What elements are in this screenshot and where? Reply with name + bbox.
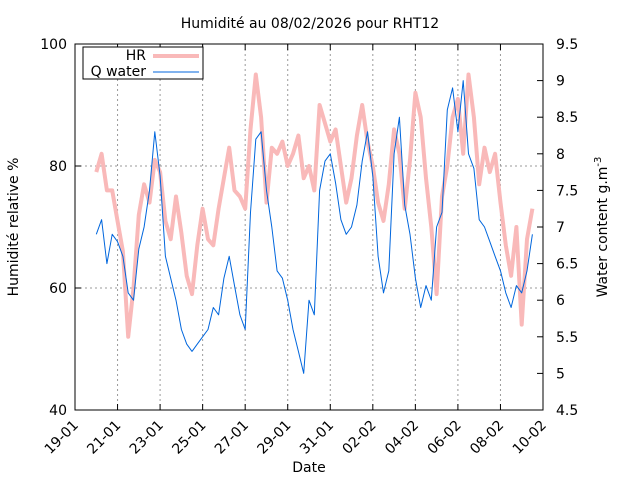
right-tick-label: 9 xyxy=(556,74,565,90)
left-axis-label: Humidité relative % xyxy=(6,158,22,297)
x-tick-label: 21-01 xyxy=(84,418,124,458)
plot-series xyxy=(94,72,535,374)
right-tick-label: 7.5 xyxy=(556,183,578,199)
x-tick-label: 31-01 xyxy=(297,418,337,458)
right-tick-label: 7 xyxy=(556,220,565,236)
right-tick-label: 6 xyxy=(556,293,565,309)
x-tick-label: 23-01 xyxy=(127,418,167,458)
right-tick-label: 4.5 xyxy=(556,403,578,419)
right-axis-label-sup: -3 xyxy=(593,157,604,167)
right-tick-label: 5 xyxy=(556,366,565,382)
x-tick-label: 29-01 xyxy=(254,418,294,458)
right-tick-label: 6.5 xyxy=(556,257,578,273)
left-tick-label: 100 xyxy=(40,37,67,53)
x-tick-label: 10-02 xyxy=(510,418,550,458)
right-tick-label: 8.5 xyxy=(556,110,578,126)
x-tick-label: 08-02 xyxy=(467,418,507,458)
legend-label-q-water: Q water xyxy=(91,64,147,80)
x-tick-label: 02-02 xyxy=(340,418,380,458)
right-tick-label: 9.5 xyxy=(556,37,578,53)
x-tick-label: 06-02 xyxy=(425,418,465,458)
left-tick-label: 40 xyxy=(49,403,67,419)
x-axis-label: Date xyxy=(292,460,325,476)
left-tick-label: 80 xyxy=(49,159,67,175)
right-axis-label: Water content g.m-3 xyxy=(593,157,611,298)
left-axis-ticks: 40 60 80 100 xyxy=(40,37,81,419)
left-tick-label: 60 xyxy=(49,281,67,297)
legend-box xyxy=(82,46,204,80)
right-tick-label: 8 xyxy=(556,147,565,163)
legend: HR Q water xyxy=(82,46,204,80)
chart-title: Humidité au 08/02/2026 pour RHT12 xyxy=(181,16,439,32)
series-line-q-water xyxy=(95,80,533,374)
right-axis-label-main: Water content g.m xyxy=(595,167,611,298)
right-axis-ticks: 4.5 5 5.5 6 6.5 7 7.5 8 8.5 9 9.5 xyxy=(537,37,578,419)
x-tick-label: 27-01 xyxy=(212,418,252,458)
right-tick-label: 5.5 xyxy=(556,330,578,346)
x-tick-label: 25-01 xyxy=(169,418,209,458)
x-tick-label: 04-02 xyxy=(382,418,422,458)
legend-label-hr: HR xyxy=(126,48,147,64)
x-tick-label: 19-01 xyxy=(42,418,82,458)
